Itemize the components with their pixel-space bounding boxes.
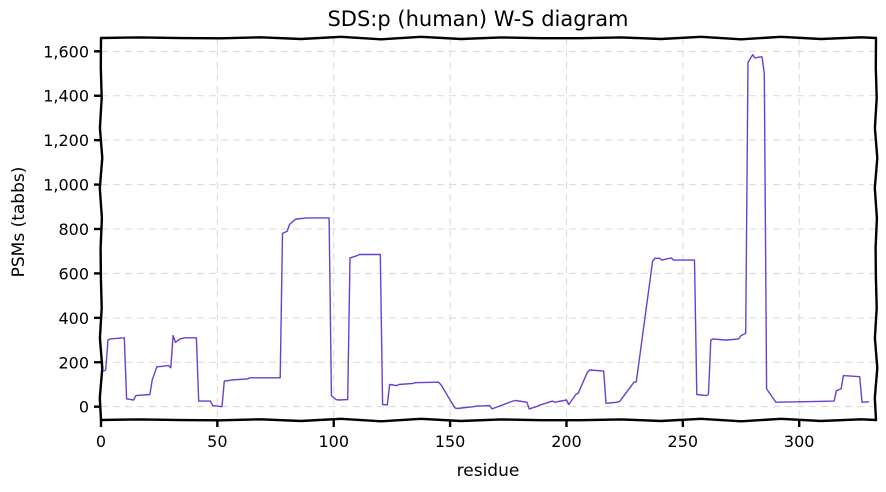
y-tick-label: 800	[58, 220, 89, 239]
y-tick-label: 1,200	[43, 131, 89, 150]
x-tick-label: 300	[784, 432, 815, 451]
frame-edge	[98, 36, 104, 422]
x-tick-label: 50	[207, 432, 227, 451]
y-tick-label: 1,000	[43, 176, 89, 195]
series-layer	[103, 54, 870, 410]
x-axis: 0 50 100 150 200 250 300	[96, 420, 815, 451]
chart-title: SDS:p (human) W-S diagram	[327, 7, 628, 31]
plot-frame	[98, 35, 879, 423]
y-axis-label: PSMs (tabbs)	[9, 167, 29, 278]
y-axis: 0 200 400 600 800 1,000 1,200 1,400 1,600	[43, 42, 101, 417]
frame-edge	[873, 36, 879, 422]
y-tick-label: 200	[58, 353, 89, 372]
y-tick-label: 600	[58, 264, 89, 283]
frame-edge	[99, 417, 878, 423]
x-tick-label: 200	[551, 432, 582, 451]
x-tick-label: 100	[318, 432, 349, 451]
series-line	[103, 54, 870, 410]
y-tick-label: 1,400	[43, 87, 89, 106]
frame-edge	[99, 35, 878, 41]
x-tick-label: 0	[96, 432, 106, 451]
x-tick-label: 250	[668, 432, 699, 451]
y-tick-label: 0	[79, 398, 89, 417]
grid	[100, 38, 876, 420]
y-tick-label: 1,600	[43, 42, 89, 61]
y-tick-label: 400	[58, 309, 89, 328]
x-axis-label: residue	[457, 461, 520, 481]
x-tick-label: 150	[435, 432, 466, 451]
